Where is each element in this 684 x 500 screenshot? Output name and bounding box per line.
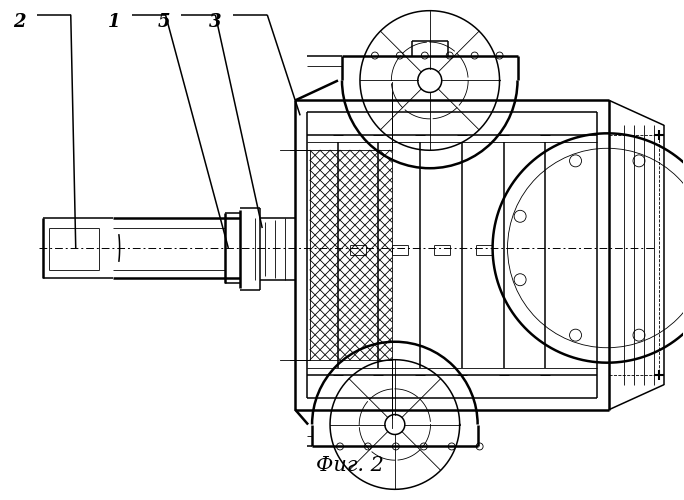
Text: 3: 3 [209,12,222,30]
Text: 1: 1 [107,12,120,30]
Text: Фиг. 2: Фиг. 2 [316,456,384,475]
Text: 5: 5 [157,12,170,30]
Text: 2: 2 [12,12,25,30]
